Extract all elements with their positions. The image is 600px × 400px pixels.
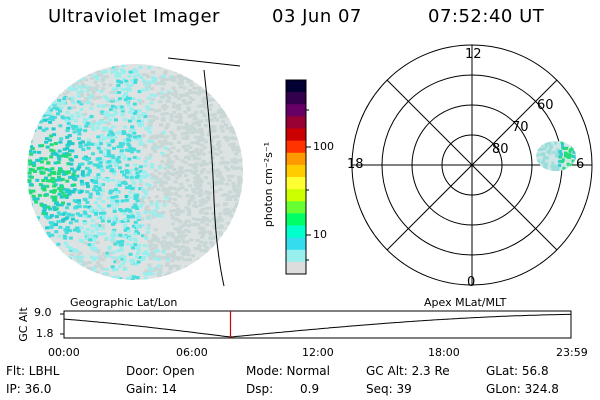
colorbar-band [286,201,306,214]
timeline-ylabel: GC Alt [16,307,30,342]
dsp-label: Dsp: [246,382,274,396]
terminator-line-top [167,57,241,67]
mapped-aurora-patch [536,141,576,171]
gc-altitude-info: GC Alt: 2.3 Re [366,364,450,378]
polar-mlat-mlt-dial [351,44,593,286]
filter-info: Flt: LBHL [6,364,60,378]
altitude-timeline-plot [60,310,572,339]
colorbar-band [286,189,306,202]
colorbar-band [286,237,306,251]
colorbar-band [286,249,306,263]
timeline-xtick-0000: 00:00 [48,346,80,359]
observation-date: 03 Jun 07 [272,6,362,27]
terminator-line [203,69,225,287]
gain-info: Gain: 14 [126,382,177,396]
timeline-xtick-0600: 06:00 [176,346,208,359]
colorbar-frame [285,79,307,275]
dsp-value: 0.9 [300,382,320,396]
colorbar-band [286,177,306,190]
altitude-curve [63,313,572,338]
mlt-label-12: 12 [465,47,482,62]
colorbar-band [286,152,306,166]
colorbar-band [286,213,306,227]
timeline-xtick-1800: 18:00 [428,346,460,359]
timeline-ytick-min: 1.8 [36,327,54,340]
colorbar-tick-label-10: 10 [313,228,327,241]
mlat-label-70: 70 [512,120,529,135]
colorbar-band [286,261,306,275]
color-scale-bar [286,80,306,275]
mlt-label-6: 6 [576,157,585,172]
geographic-longitude-info: GLon: 324.8 [486,382,559,396]
auroral-image-disk [27,64,243,280]
mlat-label-60: 60 [537,98,554,113]
mode-info: Mode: Normal [246,364,330,378]
colorbar-band [286,164,306,178]
geographic-latitude-info: GLat: 56.8 [486,364,549,378]
timeline-xtick-2359: 23:59 [556,346,588,359]
colorbar-band [286,140,306,154]
colorbar-band [286,116,306,130]
observation-time: 07:52:40 UT [428,6,545,27]
mlt-label-0: 0 [467,275,476,290]
timeline-xtick-1200: 12:00 [302,346,334,359]
colorbar-unit-label: photon cm⁻²s⁻¹ [262,141,276,228]
sequence-info: Seq: 39 [366,382,412,396]
geographic-panel-label: Geographic Lat/Lon [70,296,178,309]
colorbar-band [286,225,306,239]
colorbar-tick-label-100: 100 [313,140,334,153]
mlt-label-18: 18 [347,157,364,172]
colorbar-band [286,104,306,117]
colorbar-band [286,80,306,93]
door-info: Door: Open [126,364,195,378]
instrument-title: Ultraviolet Imager [48,6,220,27]
timeline-ytick-max: 9.0 [34,306,52,319]
colorbar-band [286,128,306,142]
apex-panel-label: Apex MLat/MLT [424,296,507,309]
ip-info: IP: 36.0 [6,382,52,396]
colorbar-band [286,92,306,105]
mlat-label-80: 80 [492,142,509,157]
